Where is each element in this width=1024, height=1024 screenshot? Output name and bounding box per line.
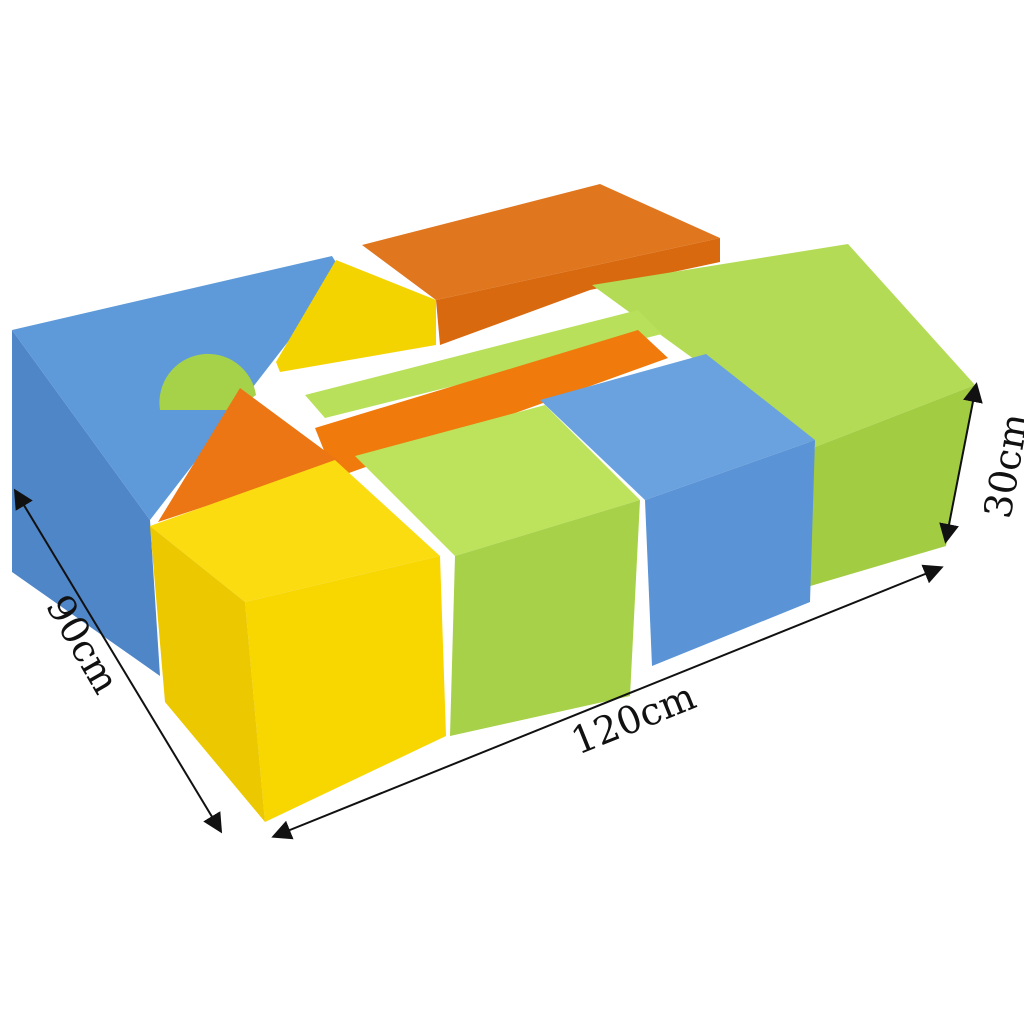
depth-arrow <box>13 488 223 834</box>
orange-triangle-block <box>158 388 340 522</box>
height-label: 30cm <box>976 410 1024 522</box>
width-arrow <box>271 564 944 840</box>
green-large-block <box>592 244 975 592</box>
height-arrow <box>939 382 983 544</box>
green-cylinder <box>305 310 662 418</box>
yellow-cube <box>150 460 446 822</box>
orange-long-block <box>362 184 720 345</box>
yellow-triangle-block <box>276 260 436 372</box>
orange-cylinder <box>315 330 668 478</box>
